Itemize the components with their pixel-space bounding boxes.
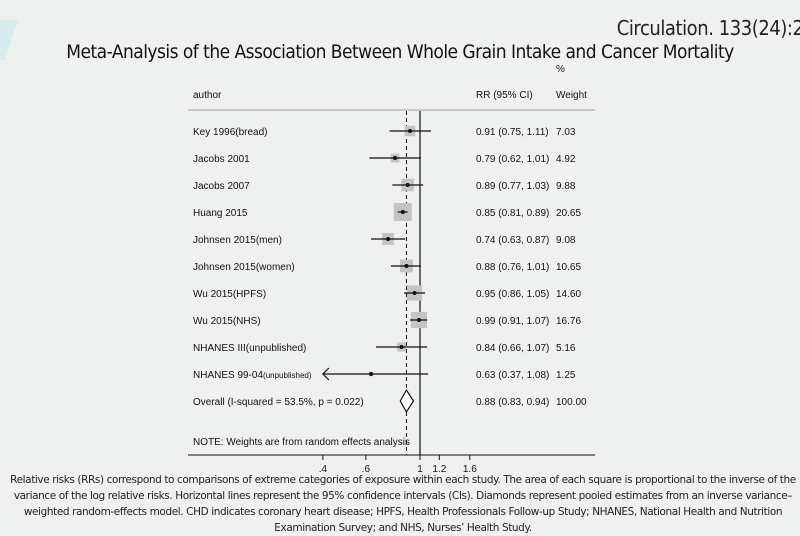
study-author: Johnsen 2015(women) (193, 262, 295, 273)
study-label: Johnsen 2015(men) (193, 235, 282, 246)
study-label: Huang 2015 (193, 208, 248, 219)
study-row: Wu 2015(HPFS) 0.95 (0.86, 1.05) 14.60 (193, 285, 581, 301)
study-author: Huang 2015 (193, 208, 248, 219)
rr-ci-value: 0.79 (0.62, 1.01) (476, 154, 549, 165)
rr-column-header: RR (95% CI) (476, 90, 533, 101)
point-estimate (416, 318, 421, 322)
weight-value: 5.16 (556, 343, 576, 354)
overall-label: Overall (I-squared = 53.5%, p = 0.022) (193, 397, 364, 408)
point-estimate (393, 156, 398, 160)
rr-ci-value: 0.84 (0.66, 1.07) (476, 343, 549, 354)
study-author: Jacobs 2007 (193, 181, 250, 192)
point-estimate (399, 345, 404, 349)
study-label: NHANES 99-04(unpublished) (193, 370, 312, 381)
decorative-corner-shape (0, 20, 18, 60)
weight-value: 4.92 (556, 154, 576, 165)
study-author: Key 1996(bread) (193, 127, 268, 138)
study-label: NHANES III(unpublished) (193, 343, 306, 354)
study-label: Wu 2015(NHS) (193, 316, 261, 327)
rr-ci-value: 0.99 (0.91, 1.07) (476, 316, 549, 327)
study-author: Wu 2015(HPFS) (193, 289, 266, 300)
study-author: NHANES III(unpublished) (193, 343, 306, 354)
study-author: Jacobs 2001 (193, 154, 250, 165)
study-author: NHANES 99-04 (193, 370, 263, 381)
study-author: Johnsen 2015(men) (193, 235, 282, 246)
point-estimate (369, 372, 374, 376)
x-tick-label: .4 (319, 464, 328, 475)
study-row: Jacobs 2007 0.89 (0.77, 1.03) 9.88 (193, 178, 576, 192)
author-column-header: author (193, 90, 222, 101)
rr-ci-value: 0.95 (0.86, 1.05) (476, 289, 549, 300)
weight-value: 7.03 (556, 127, 576, 138)
weight-value: 9.08 (556, 235, 576, 246)
study-label: Jacobs 2007 (193, 181, 250, 192)
figure-caption: Relative risks (RRs) correspond to compa… (10, 474, 796, 534)
rr-ci-value: 0.63 (0.37, 1.08) (476, 370, 549, 381)
study-author: Wu 2015(NHS) (193, 316, 261, 327)
point-estimate (412, 291, 417, 295)
rr-ci-value: 0.88 (0.76, 1.01) (476, 262, 549, 273)
weight-column-header: Weight (556, 90, 587, 101)
study-label: Wu 2015(HPFS) (193, 289, 266, 300)
weight-value: 14.60 (556, 289, 581, 300)
weight-percent-header: % (556, 64, 565, 75)
chart-title: Meta-Analysis of the Association Between… (66, 41, 734, 63)
overall-rr-ci-value: 0.88 (0.83, 0.94) (476, 397, 549, 408)
study-suffix: (unpublished) (263, 371, 312, 380)
point-estimate (404, 264, 409, 268)
point-estimate (400, 210, 405, 214)
study-row: Key 1996(bread) 0.91 (0.75, 1.11) 7.03 (193, 125, 576, 138)
rr-ci-value: 0.74 (0.63, 0.87) (476, 235, 549, 246)
weight-value: 10.65 (556, 262, 581, 273)
citation: Circulation. 133(24):2 (617, 16, 800, 40)
study-row: NHANES III(unpublished) 0.84 (0.66, 1.07)… (193, 342, 576, 354)
study-label: Johnsen 2015(women) (193, 262, 295, 273)
point-estimate (405, 183, 410, 187)
study-row: Johnsen 2015(men) 0.74 (0.63, 0.87) 9.08 (193, 233, 576, 246)
x-tick-label: 1.6 (463, 464, 477, 475)
rr-ci-value: 0.91 (0.75, 1.11) (476, 127, 549, 138)
x-tick-label: .6 (362, 464, 371, 475)
x-tick-label: 1 (417, 464, 423, 475)
note-text: NOTE: Weights are from random effects an… (193, 437, 410, 448)
study-row: NHANES 99-04(unpublished) 0.63 (0.37, 1.0… (193, 367, 576, 381)
study-row: Huang 2015 0.85 (0.81, 0.89) 20.65 (193, 203, 581, 221)
overall-row: Overall (I-squared = 53.5%, p = 0.022) 0.… (193, 388, 587, 414)
study-label: Key 1996(bread) (193, 127, 268, 138)
weight-value: 1.25 (556, 370, 576, 381)
study-row: Johnsen 2015(women) 0.88 (0.76, 1.01) 10.6… (193, 259, 581, 273)
study-row: Wu 2015(NHS) 0.99 (0.91, 1.07) 16.76 (193, 311, 581, 329)
point-estimate (408, 129, 413, 133)
ci-arrow-icon (322, 367, 330, 381)
study-label: Jacobs 2001 (193, 154, 250, 165)
weight-value: 16.76 (556, 316, 581, 327)
rr-ci-value: 0.89 (0.77, 1.03) (476, 181, 549, 192)
overall-diamond (399, 388, 415, 414)
study-row: Jacobs 2001 0.79 (0.62, 1.01) 4.92 (193, 153, 576, 165)
overall-weight-value: 100.00 (556, 397, 587, 408)
point-estimate (386, 237, 391, 241)
rr-ci-value: 0.85 (0.81, 0.89) (476, 208, 549, 219)
weight-value: 20.65 (556, 208, 581, 219)
weight-value: 9.88 (556, 181, 576, 192)
x-tick-label: 1.2 (432, 464, 446, 475)
